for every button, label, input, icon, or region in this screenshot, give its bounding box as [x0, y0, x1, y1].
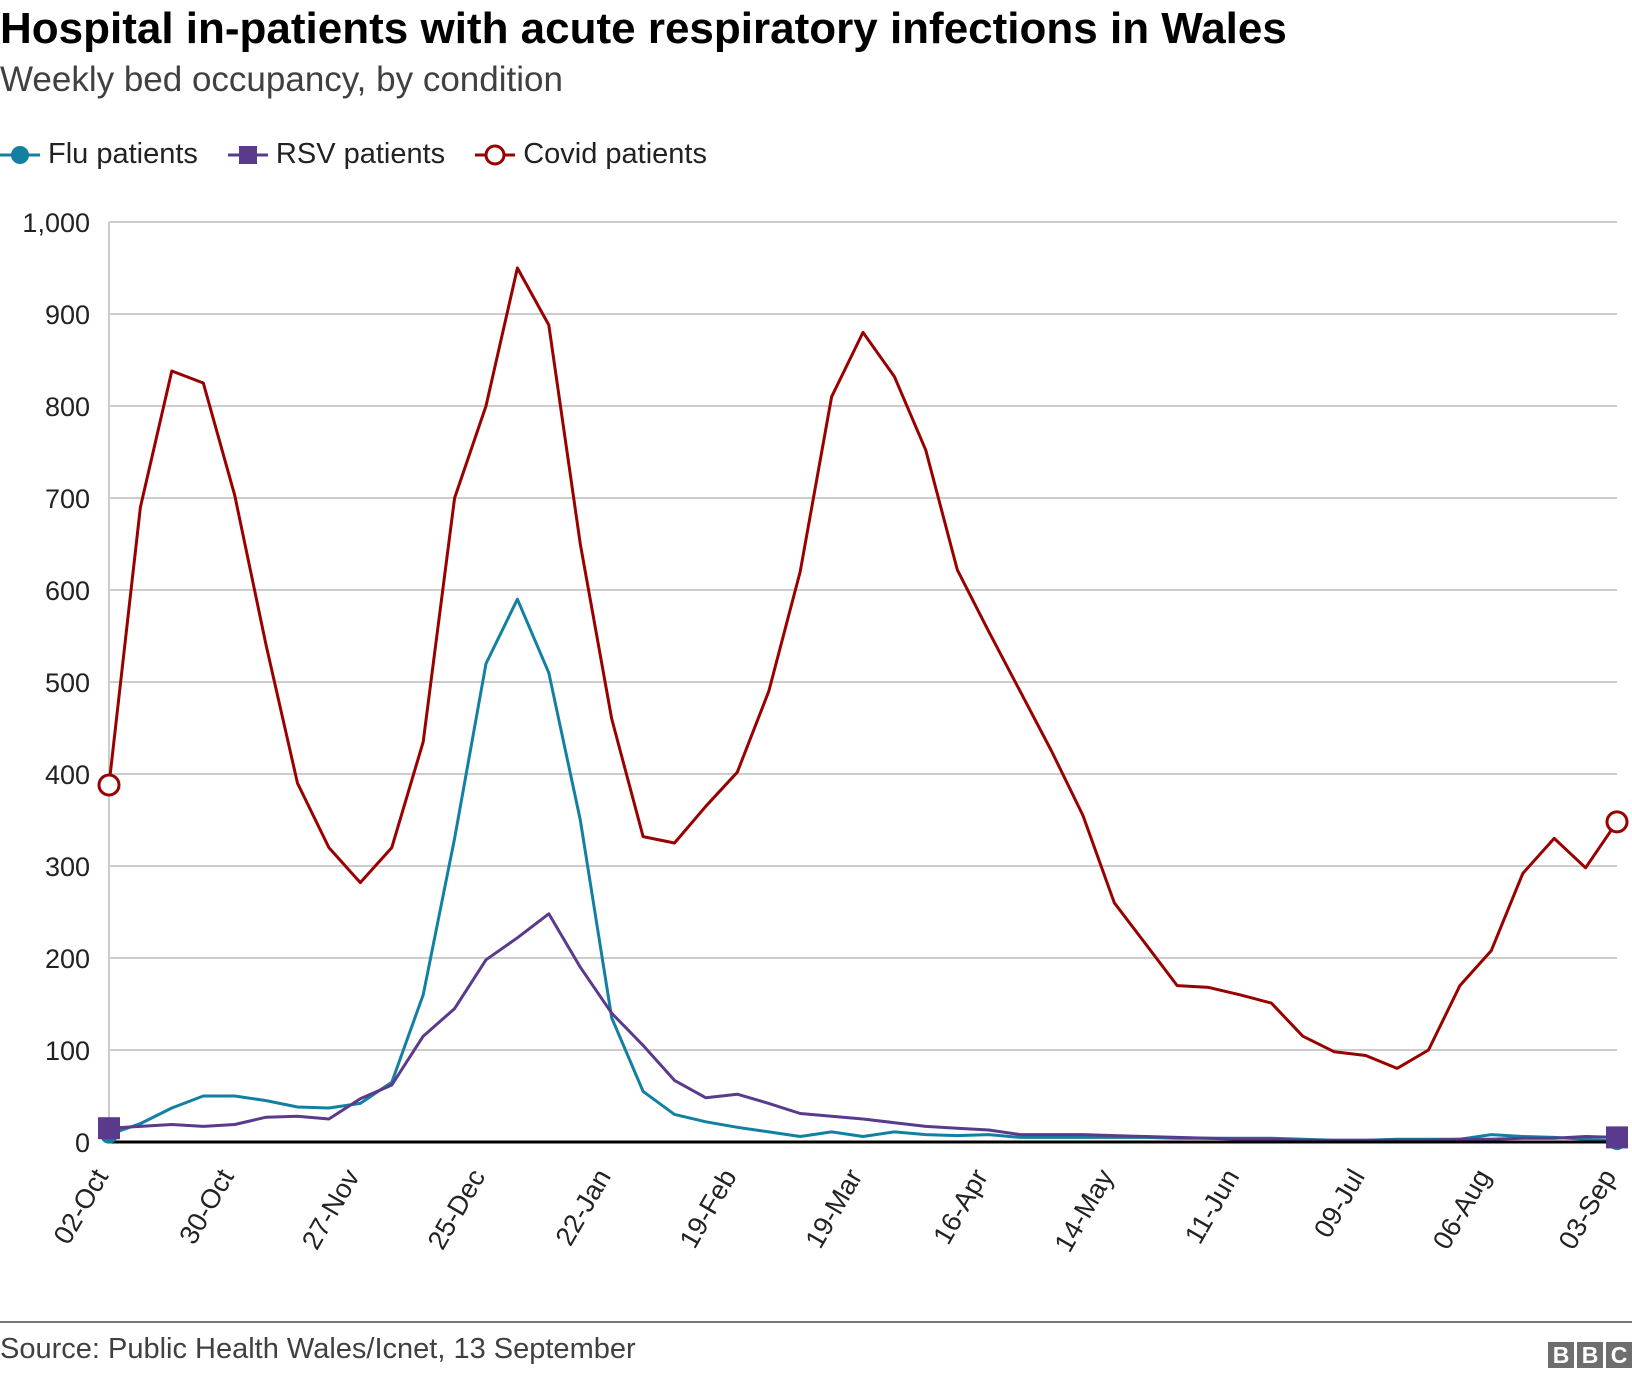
y-tick-label: 700: [45, 484, 90, 514]
x-tick-label: 14-May: [1049, 1164, 1120, 1257]
legend-label-flu: Flu patients: [48, 138, 198, 170]
y-tick-label: 0: [75, 1128, 90, 1158]
x-tick-label: 19-Feb: [674, 1164, 743, 1253]
x-tick-label: 11-Jun: [1179, 1164, 1245, 1249]
legend-item-rsv: RSV patients: [227, 138, 446, 171]
x-tick-label: 06-Aug: [1427, 1164, 1497, 1254]
x-tick-label: 16-Apr: [927, 1164, 994, 1249]
y-tick-label: 300: [45, 852, 90, 882]
covid-point-marker: [1605, 810, 1629, 834]
rsv-series-line: [108, 912, 1618, 1142]
legend-item-flu: Flu patients: [0, 138, 198, 171]
chart-title: Hospital in-patients with acute respirat…: [0, 4, 1287, 53]
footer-divider: [0, 1321, 1632, 1323]
y-tick-label: 1,000: [22, 208, 90, 238]
x-tick-label: 27-Nov: [296, 1164, 366, 1255]
covid-point-marker: [97, 773, 121, 797]
rsv-point-marker: [1606, 1126, 1628, 1149]
chart-subtitle: Weekly bed occupancy, by condition: [0, 60, 563, 99]
flu-series-line: [108, 597, 1618, 1143]
rsv-point-marker: [98, 1117, 120, 1140]
y-tick-label: 600: [45, 576, 90, 606]
y-tick-label: 200: [45, 944, 90, 974]
x-tick-label: 02-Oct: [48, 1164, 115, 1250]
x-tick-label: 22-Jan: [550, 1164, 617, 1251]
bbc-logo: B B C: [1548, 1342, 1632, 1368]
y-tick-label: 800: [45, 392, 90, 422]
flu-marker-icon: [0, 145, 40, 164]
legend: Flu patients RSV patients Covid patients: [0, 138, 707, 171]
rsv-marker-icon: [227, 145, 268, 164]
source-note: Source: Public Health Wales/Icnet, 13 Se…: [0, 1333, 636, 1365]
legend-label-covid: Covid patients: [523, 138, 707, 170]
legend-label-rsv: RSV patients: [275, 138, 446, 170]
x-tick-label: 03-Sep: [1553, 1164, 1623, 1254]
bbc-logo-block: B: [1577, 1342, 1603, 1368]
y-tick-label: 100: [45, 1036, 90, 1066]
x-tick-label: 09-Jul: [1308, 1164, 1371, 1243]
covid-marker-icon: [475, 144, 516, 165]
y-tick-label: 400: [45, 760, 90, 790]
bbc-logo-block: B: [1548, 1342, 1574, 1368]
bbc-logo-block: C: [1606, 1342, 1632, 1368]
y-tick-label: 900: [45, 300, 90, 330]
covid-series-line: [107, 266, 1619, 1070]
y-tick-label: 500: [45, 668, 90, 698]
x-tick-label: 25-Dec: [422, 1164, 492, 1254]
x-tick-label: 19-Mar: [799, 1164, 868, 1253]
x-tick-label: 30-Oct: [173, 1164, 240, 1250]
legend-item-covid: Covid patients: [475, 138, 707, 171]
